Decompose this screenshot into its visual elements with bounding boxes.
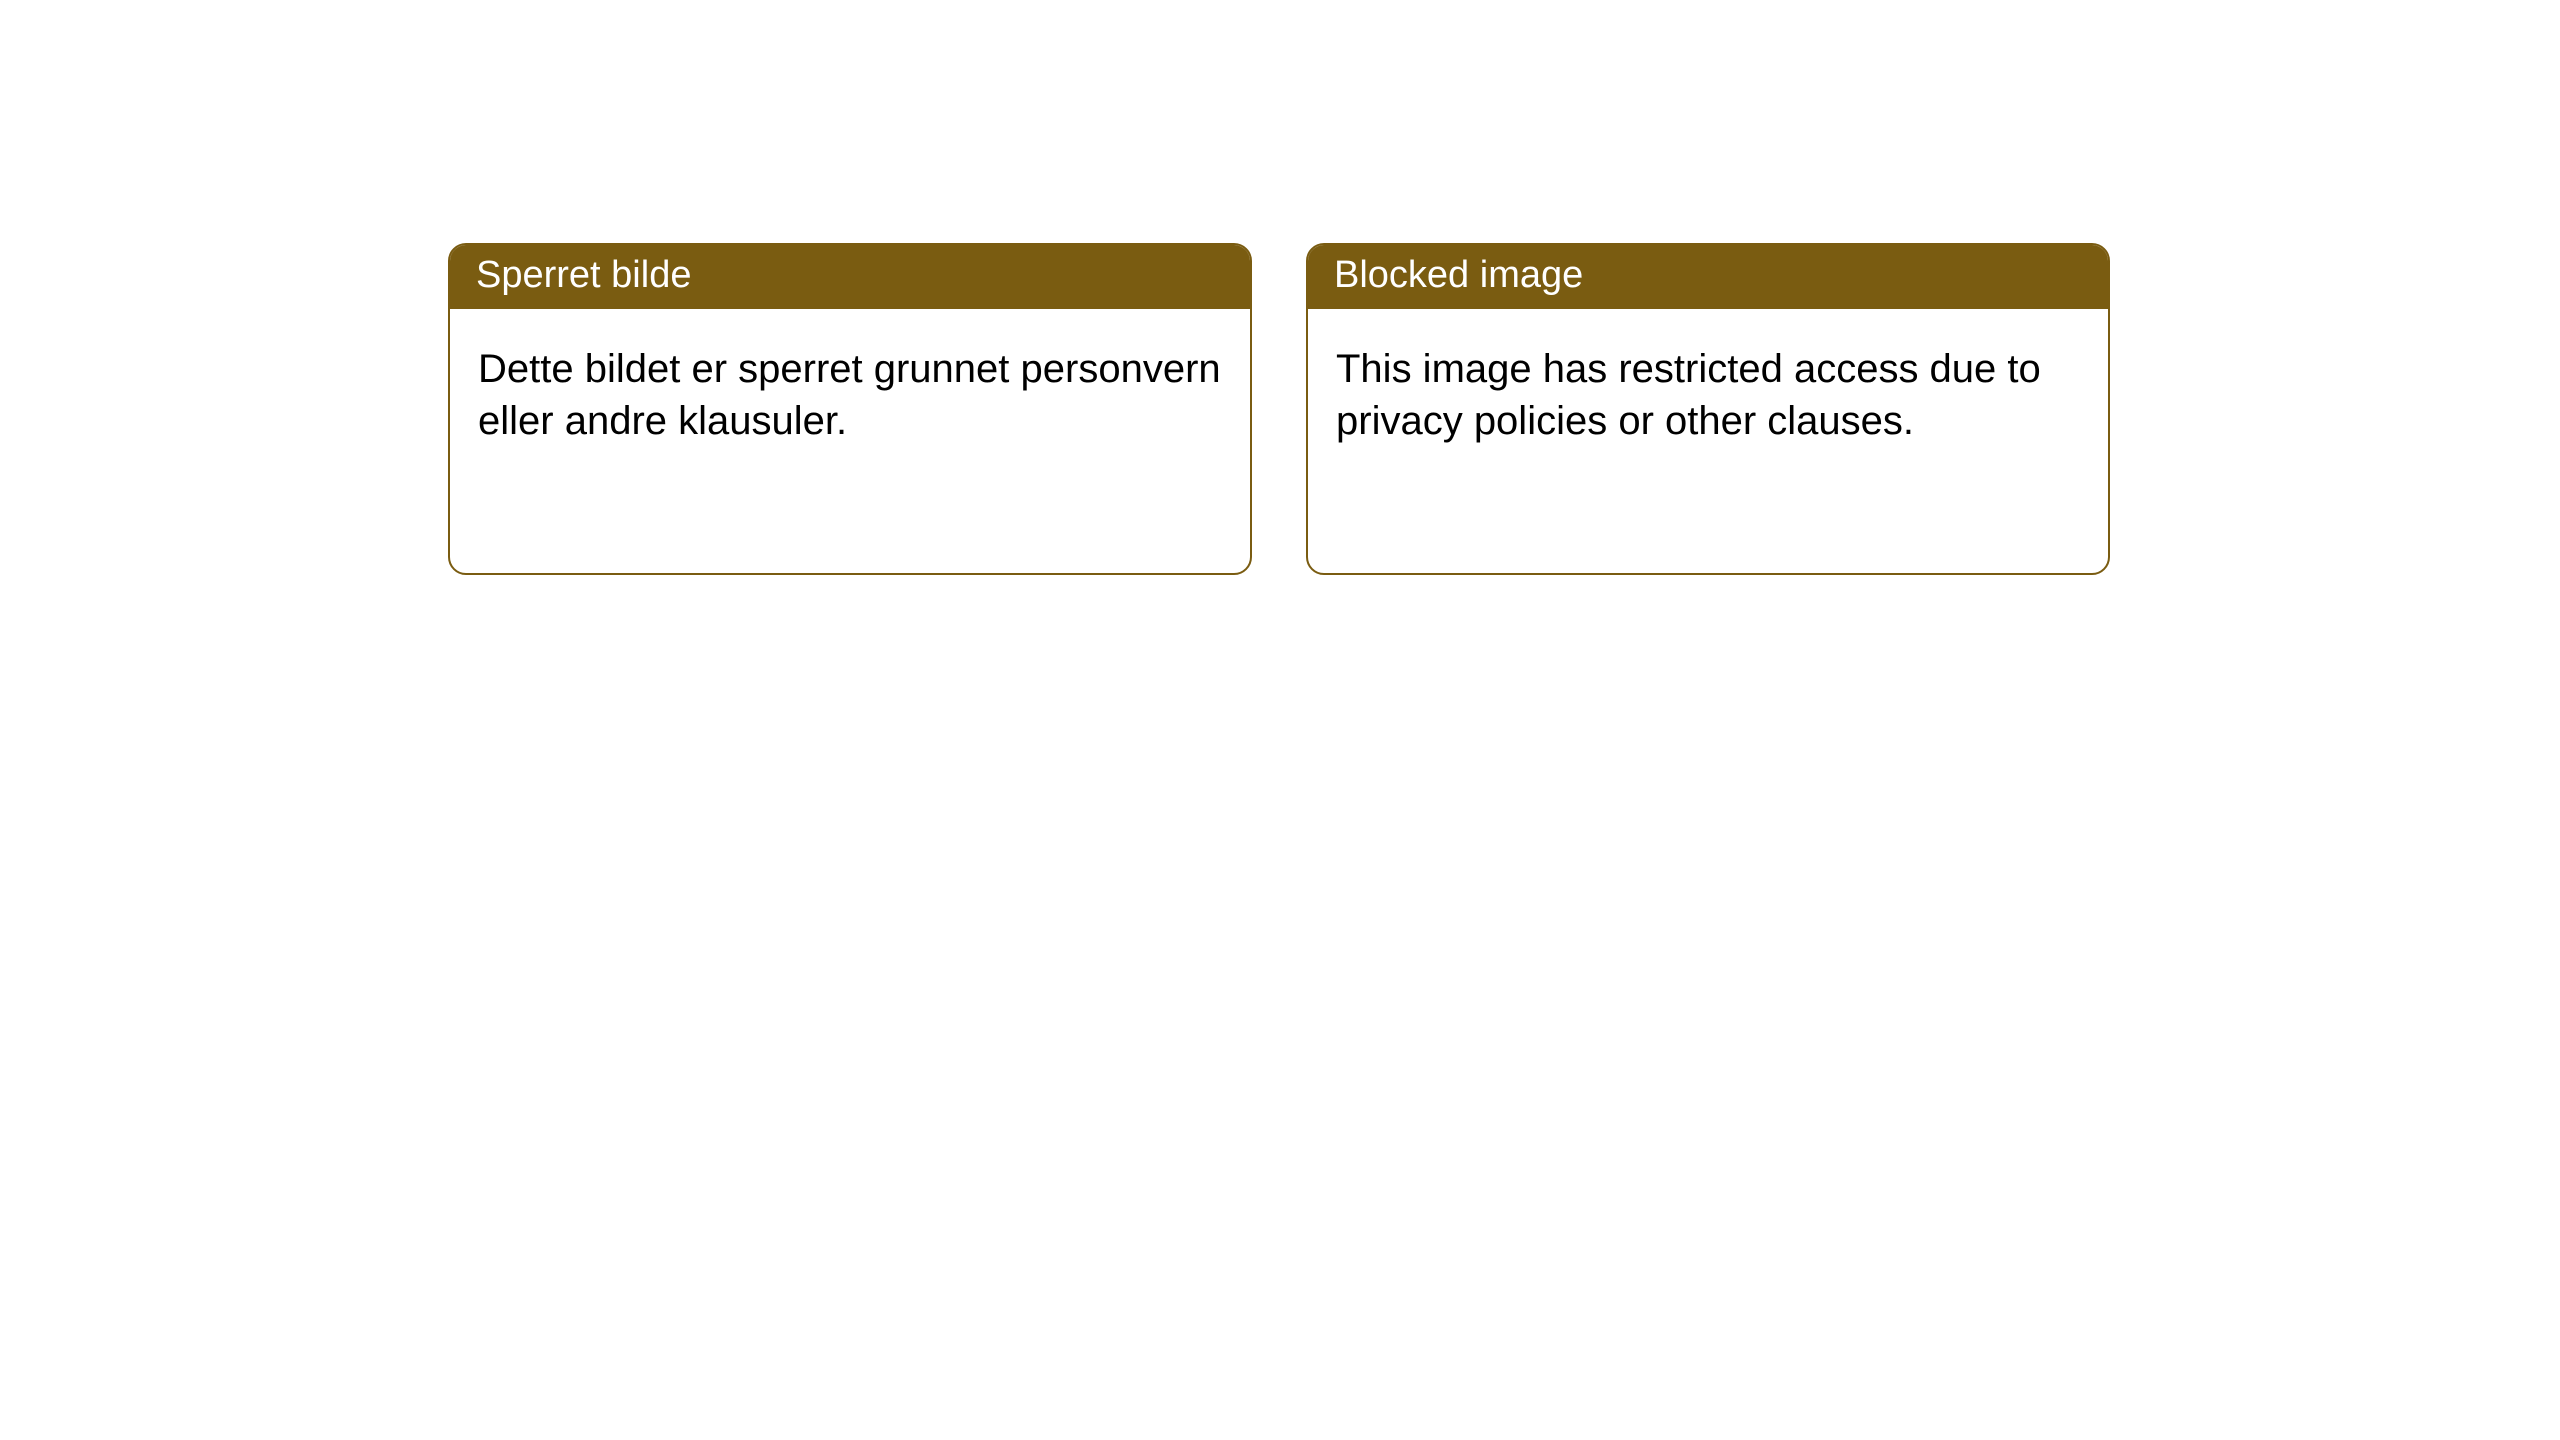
card-header-no: Sperret bilde [450,245,1250,309]
card-header-text: Sperret bilde [476,254,691,296]
blocked-image-card-no: Sperret bilde Dette bildet er sperret gr… [448,243,1252,575]
card-body-en: This image has restricted access due to … [1308,309,2108,481]
card-body-text: Dette bildet er sperret grunnet personve… [478,347,1221,443]
card-body-text: This image has restricted access due to … [1336,347,2041,443]
card-header-text: Blocked image [1334,254,1583,296]
card-header-en: Blocked image [1308,245,2108,309]
blocked-image-card-en: Blocked image This image has restricted … [1306,243,2110,575]
notice-cards-container: Sperret bilde Dette bildet er sperret gr… [0,0,2560,575]
card-body-no: Dette bildet er sperret grunnet personve… [450,309,1250,481]
